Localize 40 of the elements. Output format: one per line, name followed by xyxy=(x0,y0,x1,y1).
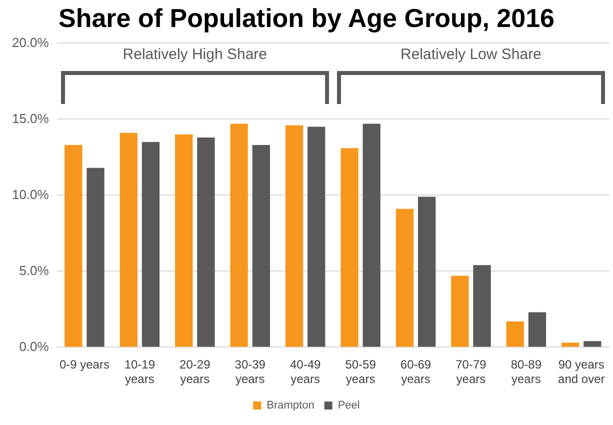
legend-label: Peel xyxy=(338,400,360,412)
annotation: Relatively High Share xyxy=(122,46,268,64)
x-tick-label: 0-9 years xyxy=(59,358,110,372)
y-tick-label: 0.0% xyxy=(19,338,50,354)
bar xyxy=(506,321,524,347)
bar xyxy=(362,124,380,347)
y-tick-label: 15.0% xyxy=(12,110,50,126)
bar xyxy=(340,148,358,347)
y-tick-label: 10.0% xyxy=(12,186,50,202)
bar xyxy=(197,137,215,347)
bar xyxy=(528,312,546,347)
bar xyxy=(584,341,602,347)
x-tick-label: 50-59 years xyxy=(345,358,376,386)
x-tick-label: 30-39 years xyxy=(234,358,266,386)
bar xyxy=(86,168,104,347)
bar xyxy=(562,342,580,347)
legend-label: Brampton xyxy=(266,400,314,412)
x-tick-label: 60-69 years xyxy=(400,358,432,386)
x-tick-label: 70-79 years xyxy=(456,358,487,386)
bar xyxy=(308,126,326,347)
x-tick-label: 20-29 years xyxy=(180,358,211,386)
annotation: Relatively Low Share xyxy=(400,46,542,64)
x-tick-label: 90 years and over xyxy=(558,358,605,386)
bar xyxy=(418,196,436,347)
bar xyxy=(285,125,304,347)
bar xyxy=(396,208,414,347)
bar xyxy=(230,124,248,347)
x-tick-label: 10-19 years xyxy=(124,358,156,386)
bar xyxy=(120,132,138,347)
bar xyxy=(142,142,160,347)
y-tick-label: 5.0% xyxy=(19,262,50,278)
bar xyxy=(252,145,270,347)
bar xyxy=(473,265,491,347)
x-tick-label: 80-89 years xyxy=(510,358,542,386)
bar xyxy=(64,145,82,347)
bar xyxy=(451,276,469,347)
x-tick-label: 40-49 years xyxy=(290,358,321,386)
chart-title: Share of Population by Age Group, 2016 xyxy=(58,2,555,33)
bar xyxy=(175,134,193,347)
y-tick-label: 20.0% xyxy=(12,34,50,50)
